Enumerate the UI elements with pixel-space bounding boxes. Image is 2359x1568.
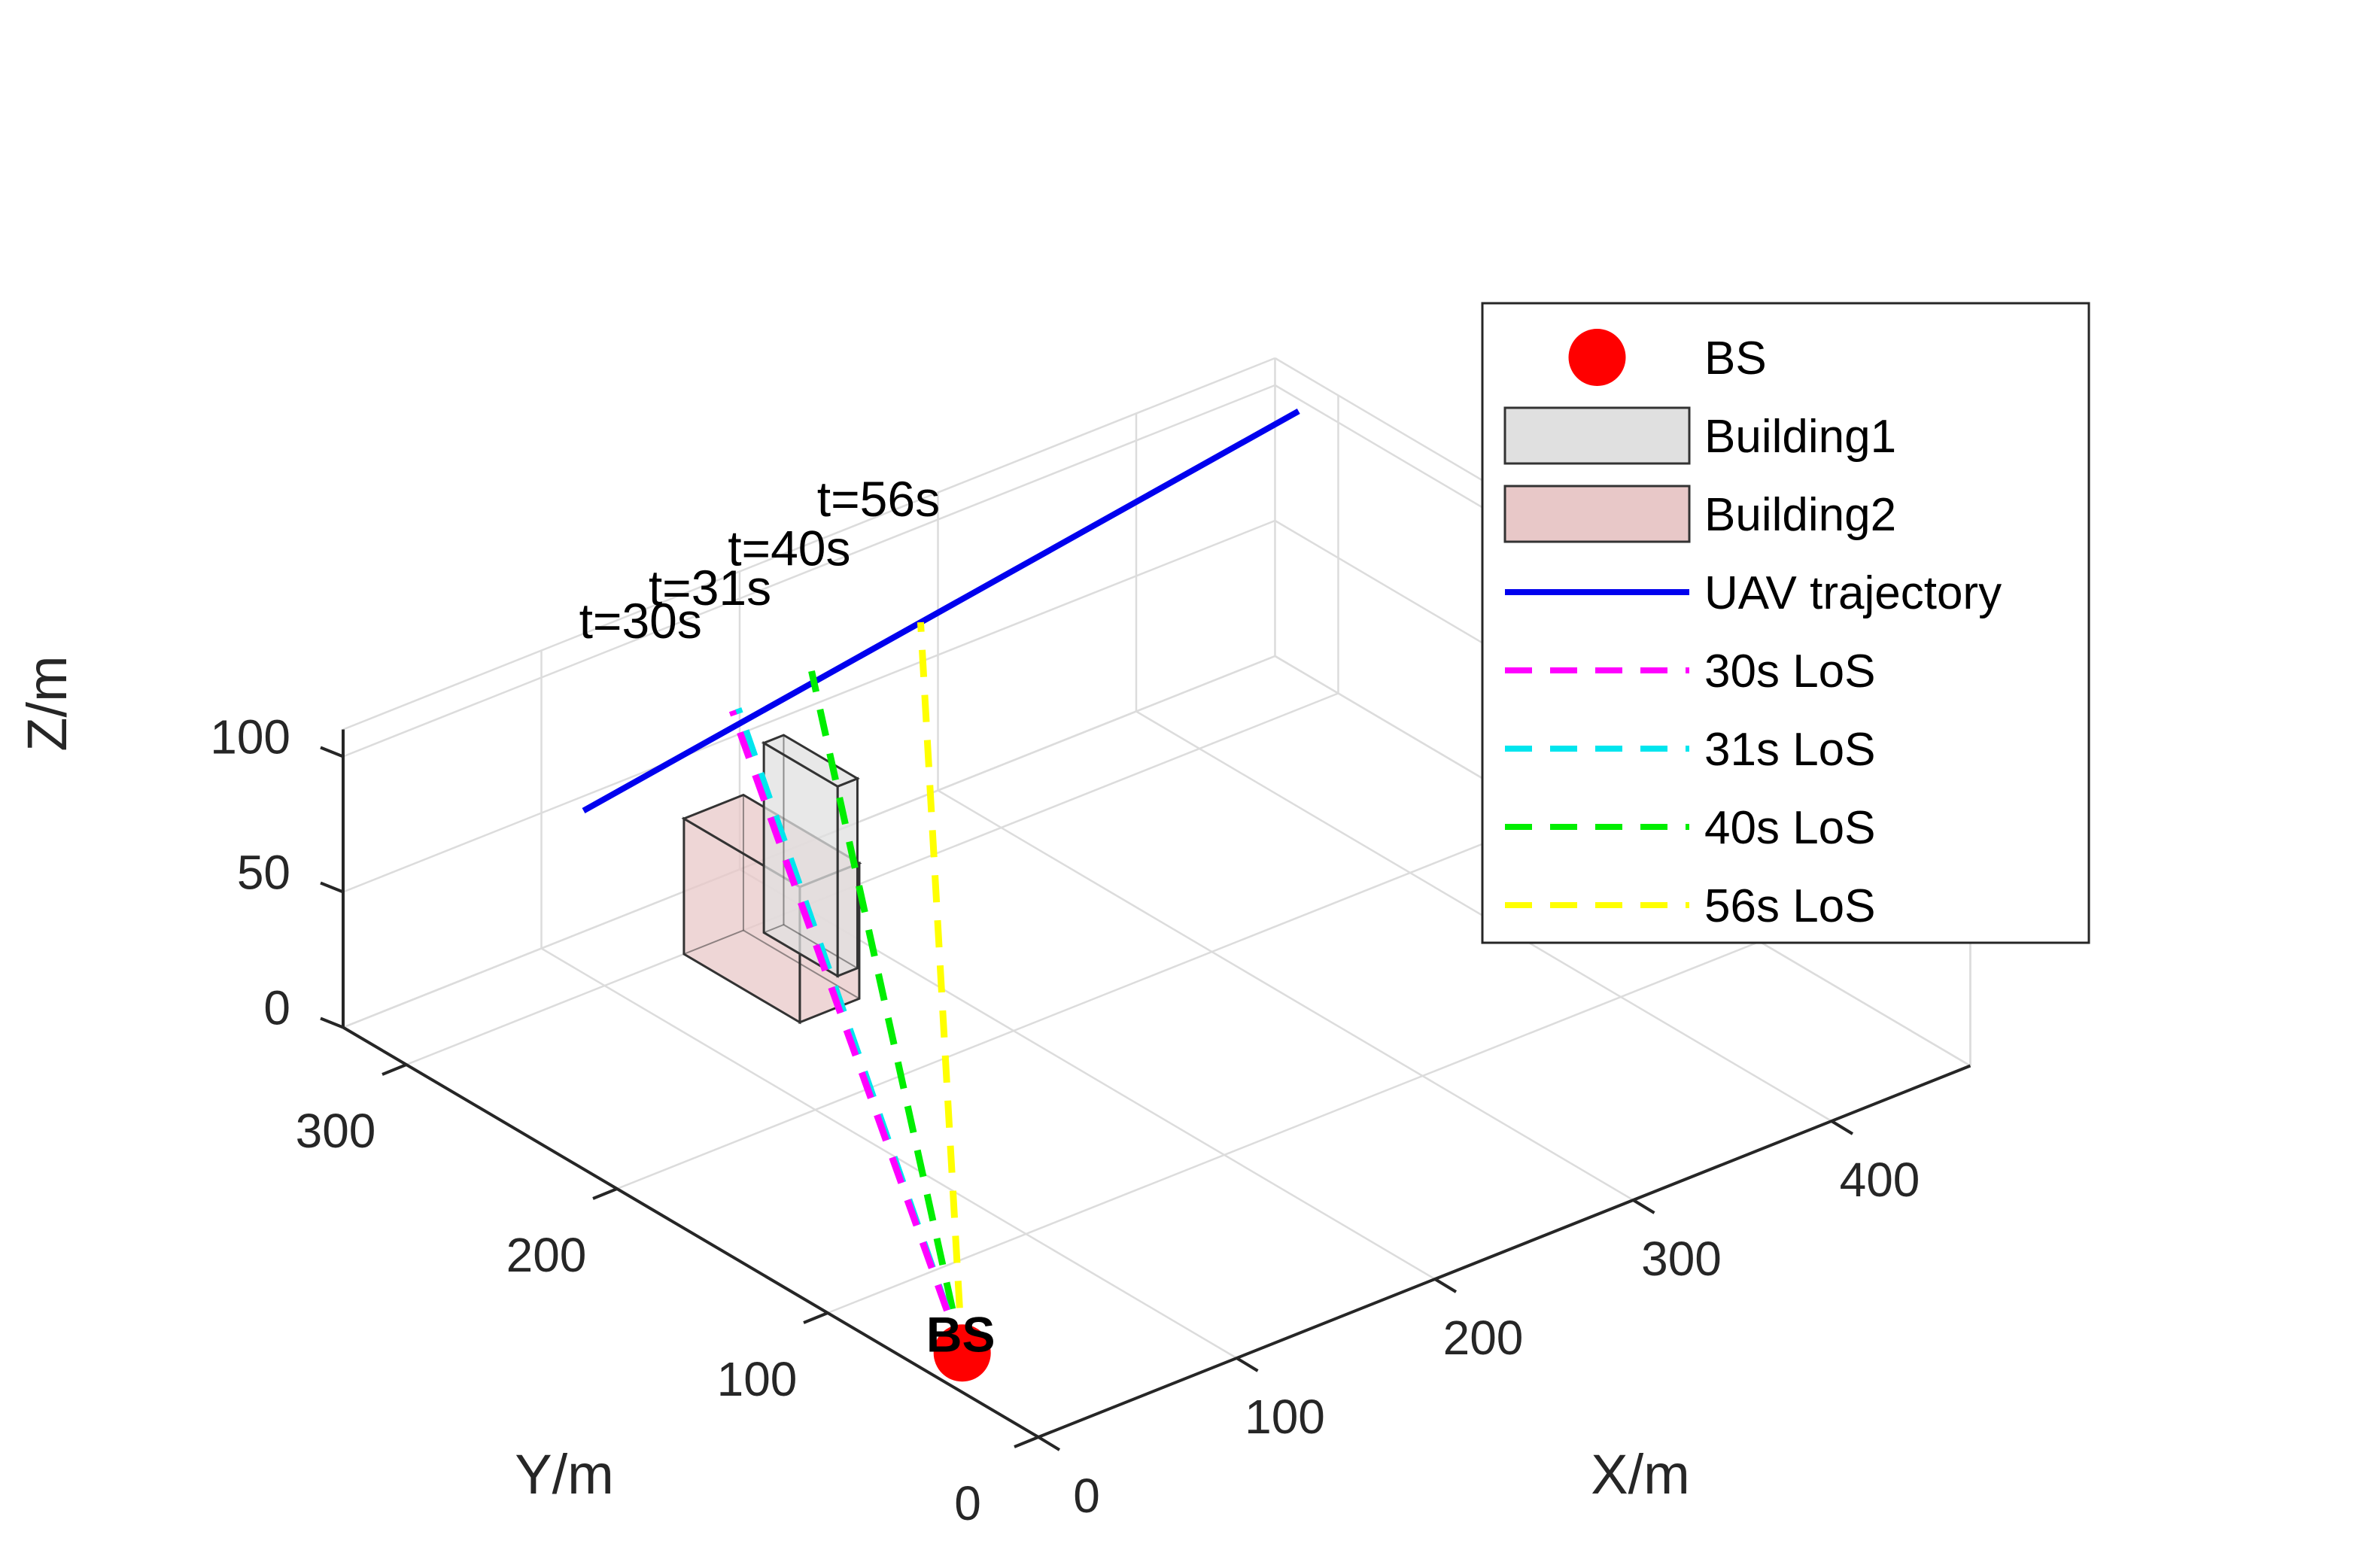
grid-line-y-floor bbox=[406, 692, 1339, 1066]
uav-trajectory-line bbox=[582, 409, 1300, 813]
legend-label-bs: BS bbox=[1704, 333, 1767, 384]
building-hidden-edge bbox=[763, 924, 784, 934]
building-building1 bbox=[761, 734, 860, 978]
legend-label-uav-trajectory: UAV trajectory bbox=[1704, 567, 2002, 619]
grid-line-z-backwall bbox=[342, 519, 1275, 893]
y-tick bbox=[382, 1063, 407, 1076]
z-tick bbox=[320, 746, 344, 758]
los-line-40s bbox=[808, 670, 966, 1354]
legend-label-building1: Building1 bbox=[1704, 411, 1896, 463]
z-axis-label: Z/m bbox=[16, 655, 78, 751]
y-tick-label: 200 bbox=[506, 1228, 587, 1282]
building-hidden-edge bbox=[743, 929, 860, 1000]
legend-entries: BS Building1 Building2 UAV trajectory 30s Lo… bbox=[1503, 329, 2002, 932]
los-line-56s bbox=[917, 621, 966, 1354]
x-tick bbox=[1632, 1199, 1655, 1214]
y-tick-label: 0 bbox=[954, 1476, 981, 1530]
x-tick-label: 400 bbox=[1840, 1153, 1920, 1207]
plot-area bbox=[582, 409, 1300, 1382]
grid-line-y-floor bbox=[827, 940, 1760, 1314]
pane-edge bbox=[342, 357, 1275, 731]
x-tick bbox=[1037, 1436, 1061, 1451]
x-tick-label: 200 bbox=[1443, 1311, 1524, 1365]
time-label-t-31s: t=31s bbox=[649, 560, 771, 615]
time-label-t-56s: t=56s bbox=[817, 471, 940, 527]
x-tick bbox=[1236, 1357, 1259, 1372]
y-axis-label: Y/m bbox=[515, 1443, 614, 1506]
bs-marker bbox=[933, 1324, 991, 1382]
building-hidden-edge bbox=[683, 929, 744, 955]
legend-symbol-building1 bbox=[1503, 406, 1691, 465]
x-axis-line bbox=[1038, 1064, 1971, 1439]
x-tick bbox=[1433, 1278, 1458, 1293]
z-tick bbox=[320, 881, 344, 894]
legend-label-56s-los: 56s LoS bbox=[1704, 880, 1876, 932]
y-tick bbox=[592, 1187, 618, 1200]
legend-label-40s-los: 40s LoS bbox=[1704, 802, 1876, 854]
legend-label-31s-los: 31s LoS bbox=[1704, 724, 1876, 776]
x-tick bbox=[1830, 1120, 1854, 1135]
z-tick-label: 0 bbox=[263, 981, 290, 1035]
time-label-t-30s: t=30s bbox=[579, 593, 702, 649]
y-tick-label: 100 bbox=[717, 1352, 798, 1406]
y-tick bbox=[1014, 1436, 1039, 1448]
grid-line-y-floor bbox=[616, 816, 1549, 1190]
y-axis-line bbox=[342, 1026, 1040, 1439]
x-axis-label: X/m bbox=[1591, 1443, 1690, 1506]
legend-label-30s-los: 30s LoS bbox=[1704, 646, 1876, 697]
legend-symbol-bs bbox=[1568, 329, 1626, 386]
x-tick-label: 300 bbox=[1641, 1232, 1722, 1286]
legend: BS Building1 Building2 UAV trajectory 30s Lo… bbox=[1481, 302, 2090, 944]
los-line-30s bbox=[728, 710, 965, 1354]
labels: 0 100 200 300 400 0 100 200 300 0 50 100 X/m Y/m Z/m BS… bbox=[16, 471, 1920, 1530]
legend-symbol-building2 bbox=[1503, 485, 1691, 543]
z-tick-label: 100 bbox=[210, 710, 290, 764]
x-tick-label: 100 bbox=[1245, 1390, 1325, 1444]
grid-line-z-backwall bbox=[342, 384, 1275, 758]
legend-label-building2: Building2 bbox=[1704, 489, 1896, 541]
x-tick-label: 0 bbox=[1073, 1469, 1100, 1523]
axes bbox=[320, 729, 1971, 1451]
z-tick-label: 50 bbox=[237, 846, 290, 900]
grid-line-x-floor bbox=[540, 947, 1238, 1360]
y-tick-label: 300 bbox=[296, 1104, 376, 1158]
y-tick bbox=[803, 1311, 828, 1324]
time-label-t-40s: t=40s bbox=[728, 520, 850, 576]
bs-label: BS bbox=[926, 1306, 996, 1362]
z-tick bbox=[320, 1016, 344, 1029]
grid-line-x-floor bbox=[937, 789, 1634, 1202]
